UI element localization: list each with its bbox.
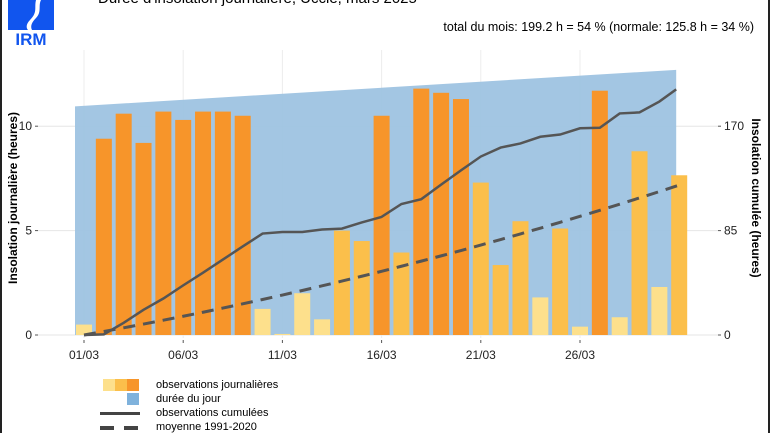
bar-day-17 — [393, 252, 410, 335]
legend-swatch-daily — [100, 379, 142, 391]
legend-item-normal: moyenne 1991-2020 — [100, 420, 278, 434]
logo-text: IRM — [15, 30, 46, 46]
x-tick-label: 11/03 — [268, 348, 297, 362]
frame-left — [0, 0, 2, 433]
x-tick-label: 06/03 — [168, 348, 198, 362]
bar-day-22 — [492, 265, 509, 335]
bar-day-27 — [591, 90, 608, 335]
irm-logo: IRM — [8, 0, 54, 49]
normal-cumulative-line — [83, 183, 680, 337]
y2-tick-label: 170 — [724, 119, 744, 133]
bar-day-30 — [651, 286, 668, 335]
bar-day-21 — [472, 182, 489, 335]
x-tick-label: 21/03 — [466, 348, 496, 362]
bar-day-18 — [413, 88, 430, 335]
bar-day-7 — [195, 111, 212, 335]
bar-day-6 — [175, 119, 192, 335]
bar-day-16 — [373, 115, 390, 335]
bar-day-4 — [135, 142, 152, 335]
legend-label: observations journalières — [156, 379, 279, 391]
x-tick-label: 16/03 — [367, 348, 397, 362]
bar-day-3 — [115, 113, 132, 335]
frame-right — [768, 0, 770, 433]
legend-label: observations cumulées — [156, 407, 269, 419]
y-tick-label: 5 — [25, 224, 32, 238]
y-tick-label: 10 — [19, 119, 33, 133]
legend-item-cumulative: observations cumulées — [100, 406, 278, 420]
bar-day-2 — [95, 138, 112, 335]
bar-day-31 — [671, 175, 688, 335]
y-axis-label: Insolation journalière (heures) — [6, 112, 20, 284]
y2-tick-label: 85 — [724, 224, 738, 238]
chart-title: Durée d'insolation journalière, Uccle, m… — [98, 0, 417, 7]
x-tick-label: 01/03 — [69, 348, 99, 362]
cumulative-lines — [83, 88, 680, 337]
legend-label: durée du jour — [156, 393, 221, 405]
legend-swatch-cumulative — [100, 407, 142, 419]
bar-day-9 — [234, 115, 251, 335]
legend-label: moyenne 1991-2020 — [156, 421, 257, 433]
legend-item-daily: observations journalières — [100, 378, 278, 392]
y2-axis-label: Insolation cumulée (heures) — [749, 118, 763, 277]
bar-day-5 — [155, 111, 172, 335]
bar-day-24 — [532, 297, 549, 335]
bar-day-25 — [552, 228, 569, 335]
bar-day-11 — [274, 333, 291, 335]
y-tick-label: 0 — [25, 328, 32, 342]
bars — [76, 88, 688, 336]
bar-day-8 — [214, 111, 231, 335]
legend-item-daylight: durée du jour — [100, 392, 278, 406]
bar-day-29 — [631, 151, 648, 335]
bar-day-14 — [333, 230, 350, 335]
bar-day-20 — [452, 99, 469, 335]
x-tick-label: 26/03 — [565, 348, 595, 362]
bar-day-19 — [433, 92, 450, 336]
axes: 0 5 10 0 85 170 01/03 06/03 11/03 16/03 21/03 26/03 — [19, 119, 745, 362]
observed-cumulative-line — [83, 88, 677, 337]
bar-day-23 — [512, 221, 529, 335]
bar-day-10 — [254, 308, 271, 335]
bar-day-28 — [611, 317, 628, 335]
legend: observations journalières durée du jour … — [100, 378, 278, 434]
bar-day-26 — [572, 326, 588, 335]
legend-swatch-daylight — [100, 393, 142, 405]
bar-day-15 — [353, 241, 370, 335]
bar-day-1 — [76, 324, 92, 335]
legend-swatch-normal — [100, 421, 142, 433]
chart-subtitle: total du mois: 199.2 h = 54 % (normale: … — [443, 20, 754, 34]
y2-tick-label: 0 — [724, 328, 731, 342]
bar-day-13 — [314, 319, 331, 335]
bar-day-12 — [294, 293, 311, 335]
